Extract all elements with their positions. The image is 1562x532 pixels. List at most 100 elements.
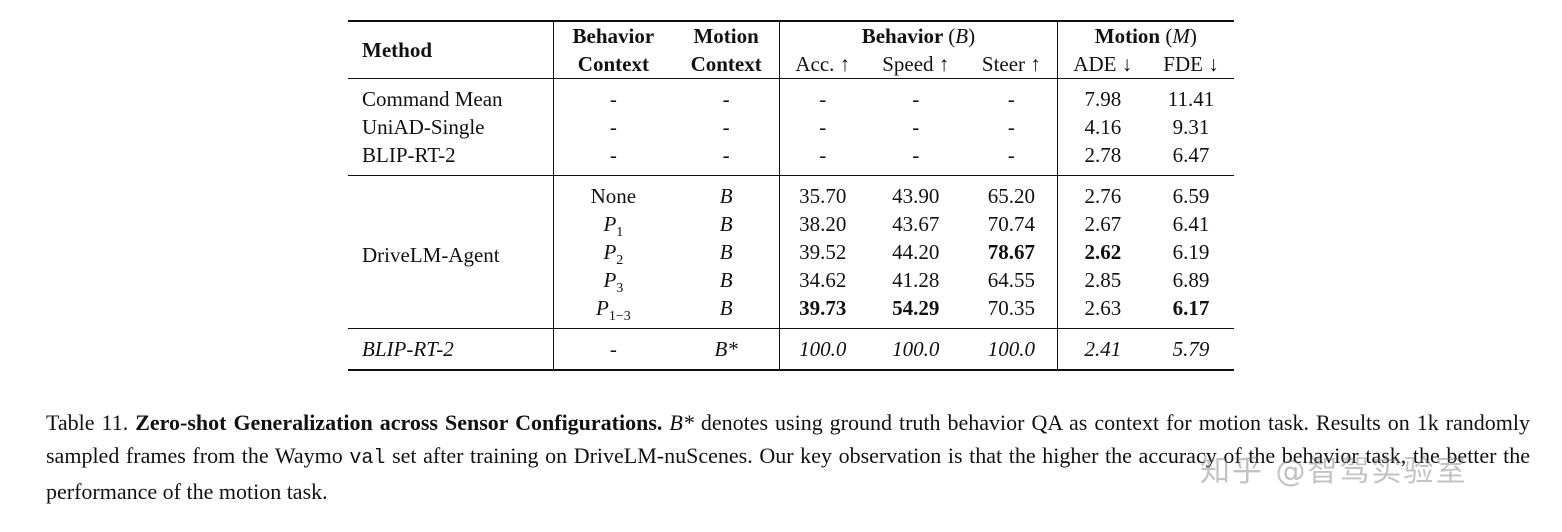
cell: 2.85	[1084, 268, 1122, 292]
cell: 11.41	[1148, 78, 1234, 113]
table-caption: Table 11. Zero-shot Generalization acros…	[46, 406, 1530, 508]
cell: 2.63	[1084, 296, 1122, 320]
row-method: BLIP-RT-2	[348, 328, 554, 371]
cell-best: 78.67	[966, 238, 1058, 266]
caption-title: Zero-shot Generalization across Sensor C…	[135, 410, 663, 435]
cell: 2.41	[1057, 328, 1149, 371]
cell: 100.0	[865, 328, 967, 371]
cell: 2.67	[1084, 212, 1122, 236]
cell: 38.20	[799, 212, 847, 236]
table-row: BLIP-RT-2 - - - - - 2.78 6.47	[348, 141, 1234, 176]
cell: -	[673, 141, 781, 176]
cell: 2.76	[1057, 175, 1149, 210]
header-acc: Acc. ↑	[779, 50, 866, 79]
cell: -	[779, 78, 866, 113]
cell: 5.79	[1148, 328, 1234, 371]
row-method: Command Mean	[348, 78, 554, 113]
header-behavior-group: Behavior (B)	[779, 20, 1058, 50]
cell: -	[865, 78, 967, 113]
cell: P3	[603, 268, 624, 296]
cell: 70.74	[966, 210, 1058, 238]
cell: 43.90	[865, 175, 967, 210]
cell: B	[673, 266, 781, 294]
cell: 44.20	[892, 240, 940, 264]
header-method: Method	[348, 20, 554, 79]
cell-best: 2.62	[1084, 240, 1122, 264]
cell-best: 6.17	[1172, 296, 1210, 320]
table-row: UniAD-Single - - - - - 4.16 9.31	[348, 113, 1234, 141]
cell: 6.19	[1172, 240, 1210, 264]
cell: B	[673, 238, 781, 266]
row-method: BLIP-RT-2	[348, 141, 554, 176]
header-behavior-context-2: Context	[553, 50, 674, 79]
table-row: P3 B 34.62 41.28 64.55 2.85 6.89	[348, 266, 1234, 296]
header-ade: ADE ↓	[1057, 50, 1149, 79]
caption-text-2: set after training on DriveLM-nuScenes. …	[46, 443, 1531, 504]
table-row: DriveLM-Agent None B 35.70 43.90 65.20 2…	[348, 175, 1234, 329]
cell: -	[609, 143, 617, 167]
cell: 2.78	[1084, 143, 1122, 167]
caption-symbol: B*	[669, 410, 694, 435]
cell: 43.67	[892, 212, 940, 236]
header-steer: Steer ↑	[966, 50, 1058, 79]
cell: -	[966, 141, 1058, 176]
cell: B*	[673, 328, 781, 371]
caption-code: val	[349, 447, 386, 470]
cell-best: 39.73	[799, 296, 847, 320]
cell: 70.35	[966, 294, 1058, 329]
cell: B	[673, 210, 781, 238]
cell: 6.59	[1148, 175, 1234, 210]
cell: -	[673, 113, 781, 141]
cell: -	[553, 78, 674, 113]
cell: -	[819, 143, 827, 167]
cell: 6.47	[1172, 143, 1210, 167]
cell: 9.31	[1172, 115, 1210, 139]
cell: 4.16	[1084, 115, 1122, 139]
caption-label: Table 11.	[46, 410, 129, 435]
cell: 7.98	[1057, 78, 1149, 113]
results-table: Method Behavior Motion Behavior (B) Moti…	[348, 20, 1234, 371]
table-row-oracle: BLIP-RT-2 - B* 100.0 100.0 100.0 2.41 5.…	[348, 328, 1234, 371]
table-row: P1 B 38.20 43.67 70.74 2.67 6.41	[348, 210, 1234, 240]
cell: 100.0	[779, 328, 866, 371]
cell: 35.70	[779, 175, 866, 210]
cell: P1−3	[596, 296, 631, 324]
header-fde: FDE ↓	[1148, 50, 1234, 79]
header-behavior-context: Behavior	[553, 20, 674, 50]
cell: 34.62	[799, 268, 847, 292]
table-row: P1−3 B 39.73 54.29 70.35 2.63 6.17	[348, 294, 1234, 329]
cell: 65.20	[966, 175, 1058, 210]
watermark: 知乎 @智驾实验室	[1200, 454, 1468, 489]
cell: 39.52	[799, 240, 847, 264]
cell: B	[673, 175, 781, 210]
cell: -	[673, 78, 781, 113]
cell: -	[553, 328, 674, 371]
cell: -	[966, 113, 1058, 141]
cell: 100.0	[966, 328, 1058, 371]
cell: 41.28	[892, 268, 940, 292]
header-motion-group-label: Motion	[1094, 24, 1161, 48]
header-behavior-group-label: Behavior	[861, 24, 943, 48]
header-motion-context-2: Context	[673, 50, 781, 79]
cell: 6.41	[1172, 212, 1210, 236]
cell: -	[609, 115, 617, 139]
cell: P1	[603, 212, 624, 240]
cell: 64.55	[966, 266, 1058, 294]
cell: 6.89	[1172, 268, 1210, 292]
row-method-drivelm-agent: DriveLM-Agent	[348, 175, 554, 329]
header-motion-group: Motion (M)	[1057, 20, 1234, 50]
cell: None	[553, 175, 674, 210]
table-row: Command Mean - - - - - 7.98 11.41	[348, 78, 1234, 113]
header-motion-context: Motion	[673, 20, 781, 50]
cell: -	[819, 115, 827, 139]
cell: -	[966, 78, 1058, 113]
cell: -	[912, 115, 920, 139]
table-row: P2 B 39.52 44.20 78.67 2.62 6.19	[348, 238, 1234, 268]
cell: -	[912, 143, 920, 167]
cell-best: 54.29	[892, 296, 940, 320]
cell: B	[673, 294, 781, 329]
row-method: UniAD-Single	[348, 113, 554, 141]
caption-text-1: denotes using ground truth behavior QA a…	[46, 410, 1530, 468]
cell: P2	[603, 240, 624, 268]
header-speed: Speed ↑	[865, 50, 967, 79]
